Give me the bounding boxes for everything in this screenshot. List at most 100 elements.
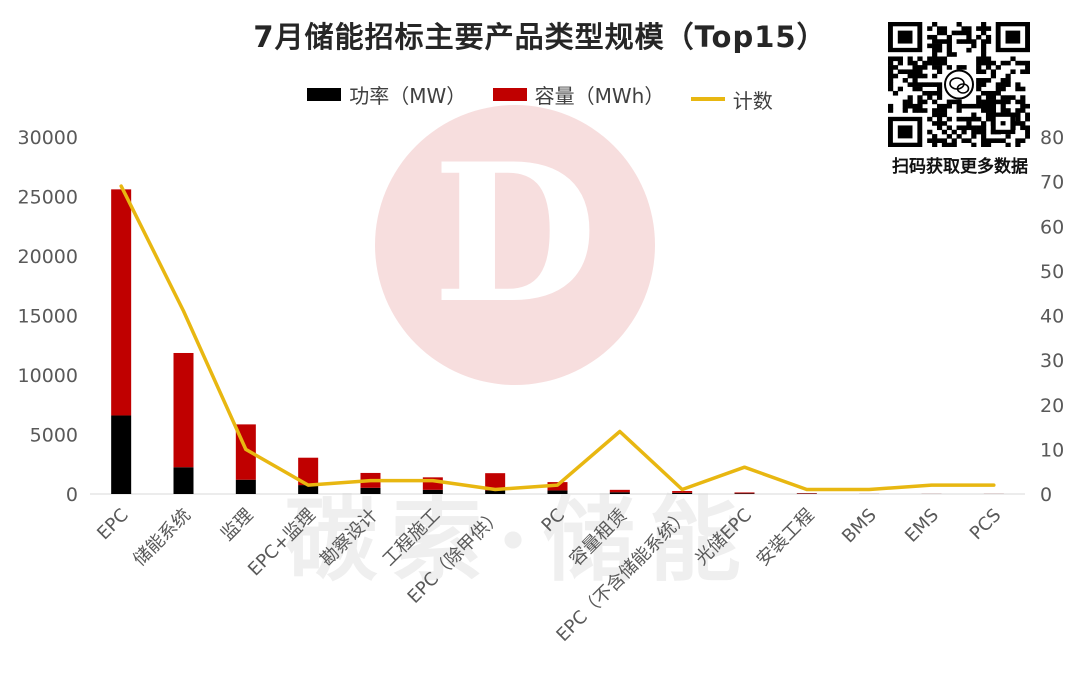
qr-module [936, 86, 943, 92]
qr-module [936, 60, 943, 66]
qr-module [888, 60, 894, 66]
qr-module [1005, 134, 1011, 139]
qr-module [1015, 121, 1021, 126]
qr-module [932, 52, 938, 57]
qr-module [951, 99, 957, 105]
qr-module [961, 39, 967, 44]
qr-finder-inner [897, 125, 913, 139]
qr-module [1015, 86, 1021, 92]
qr-module [1005, 142, 1011, 147]
qr-module [936, 95, 943, 100]
qr-module [936, 116, 943, 122]
qr-module [888, 73, 894, 79]
legend-label-count: 计数 [732, 88, 773, 113]
qr-module [976, 99, 982, 105]
qr-module [912, 78, 918, 83]
qr-module [922, 82, 928, 87]
qr-module [917, 82, 923, 87]
qr-module [897, 60, 903, 66]
y-right-tick-label: 80 [1040, 127, 1064, 149]
qr-module [1025, 129, 1030, 135]
qr-module [981, 134, 987, 139]
qr-module [1015, 142, 1021, 147]
qr-module [985, 90, 992, 96]
qr-module [1015, 108, 1021, 113]
qr-module [966, 26, 972, 31]
qr-module [917, 56, 923, 62]
x-tick-label: EMS [901, 505, 943, 547]
qr-module [1005, 78, 1011, 83]
qr-module [981, 108, 987, 113]
qr-module [932, 43, 938, 49]
qr-module [932, 82, 938, 87]
bar-capacity [111, 189, 132, 416]
qr-module [932, 47, 938, 53]
qr-module [888, 78, 894, 83]
qr-module [966, 47, 972, 53]
qr-module [971, 129, 977, 135]
qr-module [927, 60, 933, 66]
qr-module [907, 82, 913, 87]
qr-module [995, 99, 1001, 105]
qr-module [1010, 56, 1016, 62]
qr-module [917, 95, 923, 100]
qr-module [985, 34, 992, 40]
qr-module [956, 108, 962, 113]
qr-module [981, 69, 987, 75]
qr-module [981, 90, 987, 96]
x-tick-label: 安装工程 [753, 505, 819, 571]
qr-module [888, 65, 894, 70]
qr-module [941, 142, 948, 147]
bar-capacity [298, 457, 319, 486]
qr-module [976, 60, 982, 66]
qr-module [946, 39, 952, 44]
qr-module [961, 103, 967, 109]
qr-code[interactable] [888, 22, 1030, 147]
qr-module [961, 26, 967, 31]
qr-module [927, 90, 933, 96]
qr-module [936, 82, 943, 87]
qr-module [985, 56, 992, 62]
qr-module [971, 103, 977, 109]
qr-module [985, 26, 992, 31]
y-left-tick-label: 20000 [18, 246, 78, 268]
qr-module [1005, 82, 1011, 87]
qr-module [976, 34, 982, 40]
qr-module [971, 112, 977, 118]
qr-module [1000, 138, 1006, 143]
qr-module [917, 65, 923, 70]
qr-module [956, 99, 962, 105]
qr-module [1020, 95, 1026, 100]
qr-module [1000, 108, 1006, 113]
qr-module [936, 26, 943, 31]
qr-module [946, 125, 952, 131]
qr-module [888, 69, 894, 75]
qr-module [981, 30, 987, 36]
qr-finder-inner [897, 30, 913, 44]
qr-module [966, 116, 972, 122]
legend-swatch-power [307, 88, 342, 101]
qr-module [990, 103, 997, 109]
qr-module [912, 82, 918, 87]
qr-module [985, 39, 992, 44]
qr-module [936, 56, 943, 62]
watermark-logo-letter: D [433, 122, 598, 345]
y-right-tick-label: 40 [1040, 306, 1064, 328]
qr-module [912, 60, 918, 66]
qr-module [932, 112, 938, 118]
bars [111, 189, 1004, 494]
qr-module [922, 65, 928, 70]
qr-module [897, 69, 903, 75]
qr-module [912, 69, 918, 75]
qr-module [912, 73, 918, 79]
qr-module [985, 95, 992, 100]
qr-module [932, 108, 938, 113]
qr-module [936, 138, 943, 143]
qr-module [932, 99, 938, 105]
qr-module [990, 99, 997, 105]
qr-module [1015, 138, 1021, 143]
x-tick-label: EPC [93, 505, 132, 544]
qr-module [971, 39, 977, 44]
qr-module [902, 103, 908, 109]
